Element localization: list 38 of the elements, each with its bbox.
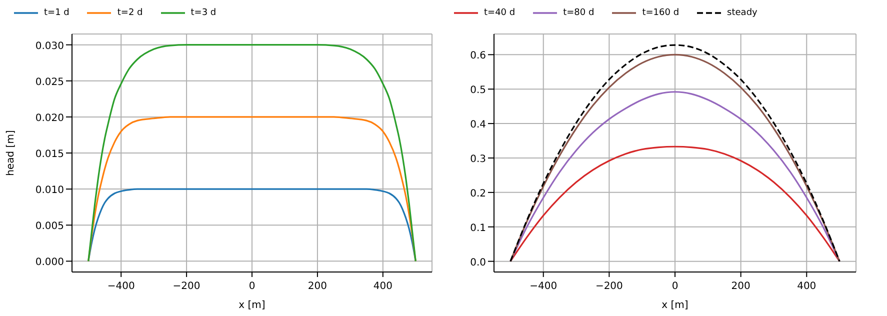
y-axis-title: head [m] — [6, 130, 17, 176]
x-tick-label: −200 — [595, 281, 623, 292]
x-tick-label: 0 — [672, 281, 678, 292]
legend-label: t=3 d — [190, 8, 216, 18]
legend-label: t=160 d — [641, 8, 680, 18]
line-series — [88, 44, 416, 262]
x-tick-label: 200 — [308, 281, 327, 292]
legend-label: t=1 d — [43, 8, 70, 18]
y-tick-label: 0.020 — [35, 112, 64, 124]
y-tick-label: 0.015 — [35, 149, 64, 160]
y-tick-label: 0.2 — [470, 188, 486, 200]
line-series — [510, 146, 840, 262]
y-tick-label: 0.5 — [470, 85, 486, 96]
legend-label: t=2 d — [116, 8, 143, 18]
legend-label: steady — [726, 8, 758, 18]
x-tick-label: 400 — [373, 281, 392, 292]
x-axis-title: x [m] — [662, 300, 688, 311]
y-tick-label: 0.010 — [35, 185, 64, 196]
y-tick-label: 0.005 — [35, 221, 64, 232]
x-tick-label: −400 — [530, 281, 558, 292]
y-tick-label: 0.4 — [470, 120, 486, 131]
x-tick-label: −200 — [172, 281, 200, 292]
legend-label: t=80 d — [562, 8, 594, 18]
legend-label: t=40 d — [483, 8, 516, 18]
x-tick-label: 0 — [248, 281, 256, 292]
y-tick-label: 0.1 — [470, 222, 486, 234]
x-axis-title: x [m] — [238, 300, 266, 311]
y-tick-label: 0.025 — [35, 76, 64, 88]
line-series — [88, 188, 416, 262]
y-tick-label: 0.000 — [35, 257, 64, 268]
y-tick-label: 0.6 — [470, 50, 486, 62]
x-tick-label: 400 — [797, 281, 816, 292]
line-series — [510, 91, 840, 262]
y-tick-label: 0.030 — [35, 40, 64, 52]
y-tick-label: 0.0 — [470, 257, 486, 268]
x-tick-label: 200 — [731, 281, 750, 292]
x-tick-label: −400 — [107, 281, 135, 292]
y-tick-label: 0.3 — [470, 154, 486, 165]
